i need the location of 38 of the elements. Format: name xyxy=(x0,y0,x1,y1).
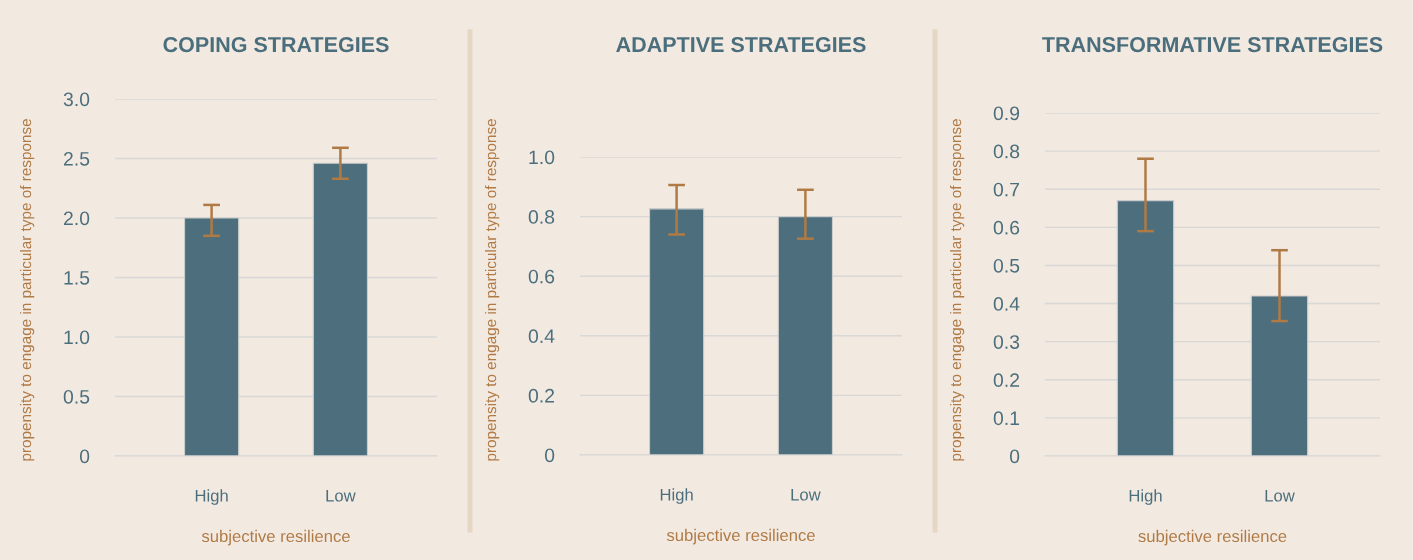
y-tick-label: 0.3 xyxy=(993,335,1020,349)
y-tick-label: 2.5 xyxy=(63,151,90,166)
y-axis-title: propensity to engage in particular type of response xyxy=(485,119,500,461)
x-tick-label: High xyxy=(1129,489,1162,505)
y-tick-label: 0.5 xyxy=(993,258,1020,273)
y-tick-label: 2.0 xyxy=(63,211,90,226)
x-tick-label: High xyxy=(195,489,228,505)
y-tick-label: 3.0 xyxy=(63,92,90,107)
y-tick-label: 0.5 xyxy=(63,389,90,404)
x-axis-title: subjective resilience xyxy=(201,529,350,546)
y-tick-label: 0.4 xyxy=(528,329,555,344)
y-tick-label: 0.9 xyxy=(993,106,1020,121)
x-tick-label: Low xyxy=(326,489,356,502)
y-tick-label: 0.1 xyxy=(993,411,1020,426)
y-tick-label: 0.2 xyxy=(528,388,555,403)
y-tick-label: 0.6 xyxy=(528,269,555,284)
chart-title: COPING STRATEGIES xyxy=(163,36,389,53)
x-axis-title: subjective resilience xyxy=(666,528,815,545)
y-tick-label: 1.0 xyxy=(529,150,555,165)
y-tick-label: 1.0 xyxy=(64,330,90,345)
chart-title: ADAPTIVE STRATEGIES xyxy=(616,36,866,53)
y-tick-label: 0.2 xyxy=(993,373,1020,388)
y-tick-label: 0 xyxy=(79,449,90,464)
y-tick-label: 0.7 xyxy=(993,182,1020,197)
chart-title: TRANSFORMATIVE STRATEGIES xyxy=(1042,36,1383,53)
x-tick-label: Low xyxy=(791,488,821,501)
y-tick-label: 0 xyxy=(544,448,555,463)
y-axis-title: propensity to engage in particular type of response xyxy=(20,119,35,461)
x-axis-title: subjective resilience xyxy=(1138,529,1287,546)
y-tick-label: 0.8 xyxy=(528,210,555,224)
y-tick-label: 0.8 xyxy=(993,144,1020,159)
x-tick-label: Low xyxy=(1265,489,1295,502)
y-axis-title: propensity to engage in particular type of response xyxy=(950,119,965,461)
y-tick-label: 0.4 xyxy=(993,297,1020,311)
y-tick-label: 0 xyxy=(1009,449,1020,464)
y-tick-label: 1.5 xyxy=(64,271,90,285)
x-tick-label: High xyxy=(660,488,693,504)
y-tick-label: 0.6 xyxy=(993,220,1020,235)
